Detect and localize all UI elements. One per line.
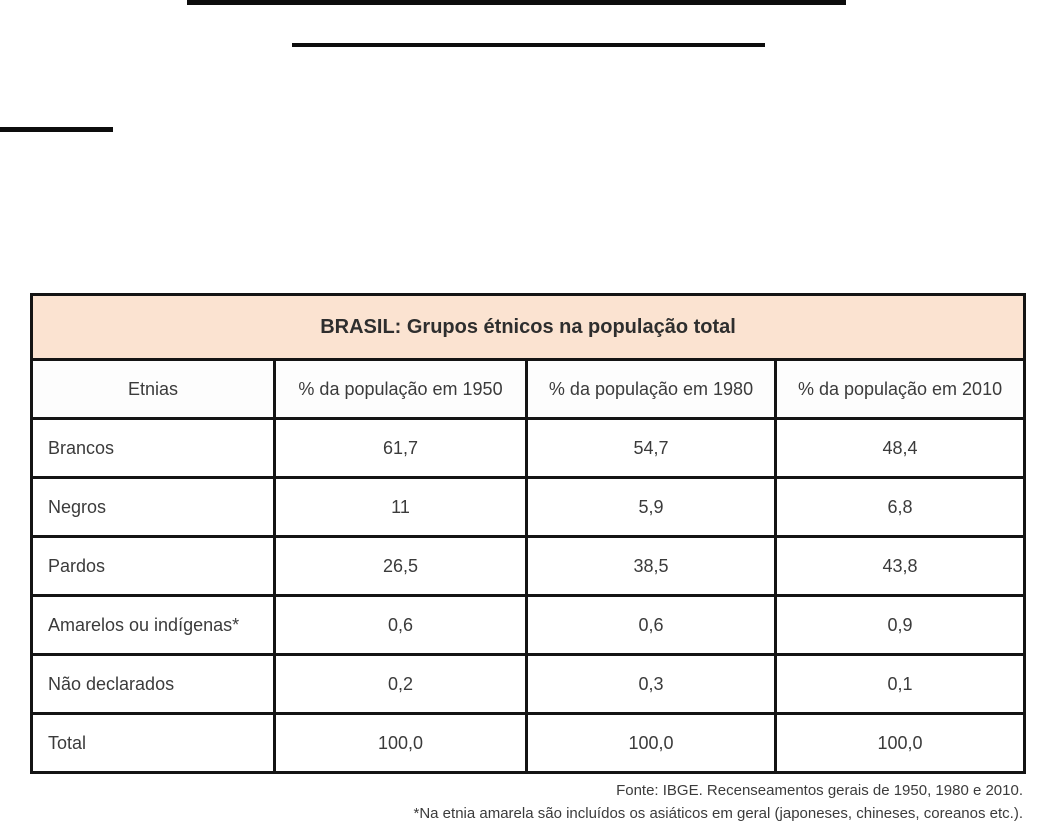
column-header-1950: % da população em 1950 <box>273 358 528 420</box>
asterisk-note: *Na etnia amarela são incluídos os asiát… <box>413 805 1024 822</box>
source-note: Fonte: IBGE. Recenseamentos gerais de 19… <box>616 782 1023 799</box>
cell-value: 0,9 <box>773 594 1027 656</box>
table-row-total: Total 100,0 100,0 100,0 <box>30 712 1027 774</box>
cell-value: 100,0 <box>773 712 1027 774</box>
row-label: Não declarados <box>30 653 276 715</box>
cell-value: 0,1 <box>773 653 1027 715</box>
cell-value: 54,7 <box>525 417 777 479</box>
cell-value: 61,7 <box>273 417 528 479</box>
table-row-pardos: Pardos 26,5 38,5 43,8 <box>30 535 1027 597</box>
row-label: Pardos <box>30 535 276 597</box>
table-header-row: Etnias % da população em 1950 % da popul… <box>30 358 1027 420</box>
column-header-2010: % da população em 2010 <box>773 358 1027 420</box>
cell-value: 0,3 <box>525 653 777 715</box>
table-row-negros: Negros 11 5,9 6,8 <box>30 476 1027 538</box>
cell-value: 11 <box>273 476 528 538</box>
cell-value: 0,6 <box>273 594 528 656</box>
table-title-row: BRASIL: Grupos étnicos na população tota… <box>29 293 1027 361</box>
table-row-brancos: Brancos 61,7 54,7 48,4 <box>30 417 1027 479</box>
cell-value: 26,5 <box>273 535 528 597</box>
table-row-amarelos-indigenas: Amarelos ou indígenas* 0,6 0,6 0,9 <box>30 594 1027 656</box>
row-label: Amarelos ou indígenas* <box>30 594 276 656</box>
row-label: Brancos <box>30 417 276 479</box>
cell-value: 100,0 <box>525 712 777 774</box>
table-footnotes: Fonte: IBGE. Recenseamentos gerais de 19… <box>414 779 1024 825</box>
ethnic-groups-table: BRASIL: Grupos étnicos na população tota… <box>29 293 1027 774</box>
cell-value: 0,2 <box>273 653 528 715</box>
ethnic-groups-table-container: BRASIL: Grupos étnicos na população tota… <box>29 293 1027 774</box>
cell-value: 5,9 <box>525 476 777 538</box>
horizontal-rule-top <box>187 0 846 5</box>
cell-value: 48,4 <box>773 417 1027 479</box>
cell-value: 6,8 <box>773 476 1027 538</box>
cell-value: 0,6 <box>525 594 777 656</box>
table-title: BRASIL: Grupos étnicos na população tota… <box>29 293 1027 361</box>
horizontal-rule-middle <box>292 43 765 47</box>
horizontal-rule-left <box>0 127 113 132</box>
row-label: Negros <box>30 476 276 538</box>
row-label: Total <box>30 712 276 774</box>
cell-value: 43,8 <box>773 535 1027 597</box>
table-row-nao-declarados: Não declarados 0,2 0,3 0,1 <box>30 653 1027 715</box>
cell-value: 38,5 <box>525 535 777 597</box>
column-header-1980: % da população em 1980 <box>525 358 777 420</box>
column-header-etnias: Etnias <box>30 358 276 420</box>
cell-value: 100,0 <box>273 712 528 774</box>
